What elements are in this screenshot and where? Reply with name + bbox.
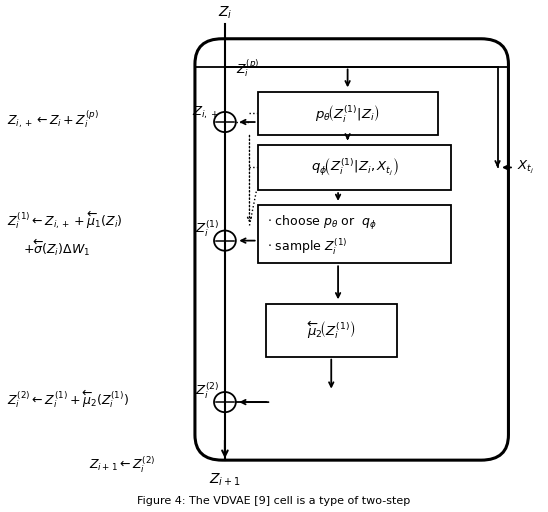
- Text: $\cdot$ sample $Z_i^{(1)}$: $\cdot$ sample $Z_i^{(1)}$: [267, 237, 348, 257]
- Text: $Z_{i,+}$: $Z_{i,+}$: [192, 104, 220, 120]
- Text: $p_{\theta}\!\left(Z_i^{(1)}|Z_i\right)$: $p_{\theta}\!\left(Z_i^{(1)}|Z_i\right)$: [316, 103, 380, 124]
- Text: Figure 4: The VDVAE [9] cell is a type of two-step: Figure 4: The VDVAE [9] cell is a type o…: [138, 496, 410, 505]
- FancyBboxPatch shape: [195, 39, 509, 460]
- Text: $\overleftarrow{\mu}_2\!\left(Z_i^{(1)}\right)$: $\overleftarrow{\mu}_2\!\left(Z_i^{(1)}\…: [307, 319, 356, 341]
- Text: $Z_{i,+} \leftarrow Z_i + Z_i^{(p)}$: $Z_{i,+} \leftarrow Z_i + Z_i^{(p)}$: [7, 109, 99, 131]
- Text: $X_{t_j}$: $X_{t_j}$: [517, 159, 534, 176]
- Bar: [258, 145, 451, 190]
- Text: $Z_{i+1} \leftarrow Z_i^{(2)}$: $Z_{i+1} \leftarrow Z_i^{(2)}$: [89, 455, 155, 475]
- Text: $q_{\phi}\!\left(Z_i^{(1)}|Z_i, X_{t_j}\right)$: $q_{\phi}\!\left(Z_i^{(1)}|Z_i, X_{t_j}\…: [311, 157, 398, 178]
- Text: $\cdot$ choose $p_{\theta}$ or  $q_{\phi}$: $\cdot$ choose $p_{\theta}$ or $q_{\phi}…: [267, 214, 378, 232]
- Text: $Z_i$: $Z_i$: [218, 5, 232, 21]
- Bar: [266, 304, 397, 357]
- Text: $Z_i^{(p)}$: $Z_i^{(p)}$: [236, 57, 259, 79]
- Text: $Z_i^{(2)}$: $Z_i^{(2)}$: [195, 380, 220, 400]
- Bar: [258, 92, 437, 135]
- Text: $Z_i^{(1)} \leftarrow Z_{i,+} + \overleftarrow{\mu}_1(Z_i)$: $Z_i^{(1)} \leftarrow Z_{i,+} + \overlef…: [7, 209, 123, 231]
- Text: $Z_{i+1}$: $Z_{i+1}$: [209, 471, 241, 487]
- Text: $Z_i^{(1)}$: $Z_i^{(1)}$: [195, 219, 220, 239]
- Text: $+\overleftarrow{\sigma}(Z_i)\Delta W_1$: $+\overleftarrow{\sigma}(Z_i)\Delta W_1$: [23, 238, 90, 259]
- Text: $Z_i^{(2)} \leftarrow Z_i^{(1)} + \overleftarrow{\mu}_2(Z_i^{(1)})$: $Z_i^{(2)} \leftarrow Z_i^{(1)} + \overl…: [7, 389, 129, 411]
- Bar: [258, 205, 451, 263]
